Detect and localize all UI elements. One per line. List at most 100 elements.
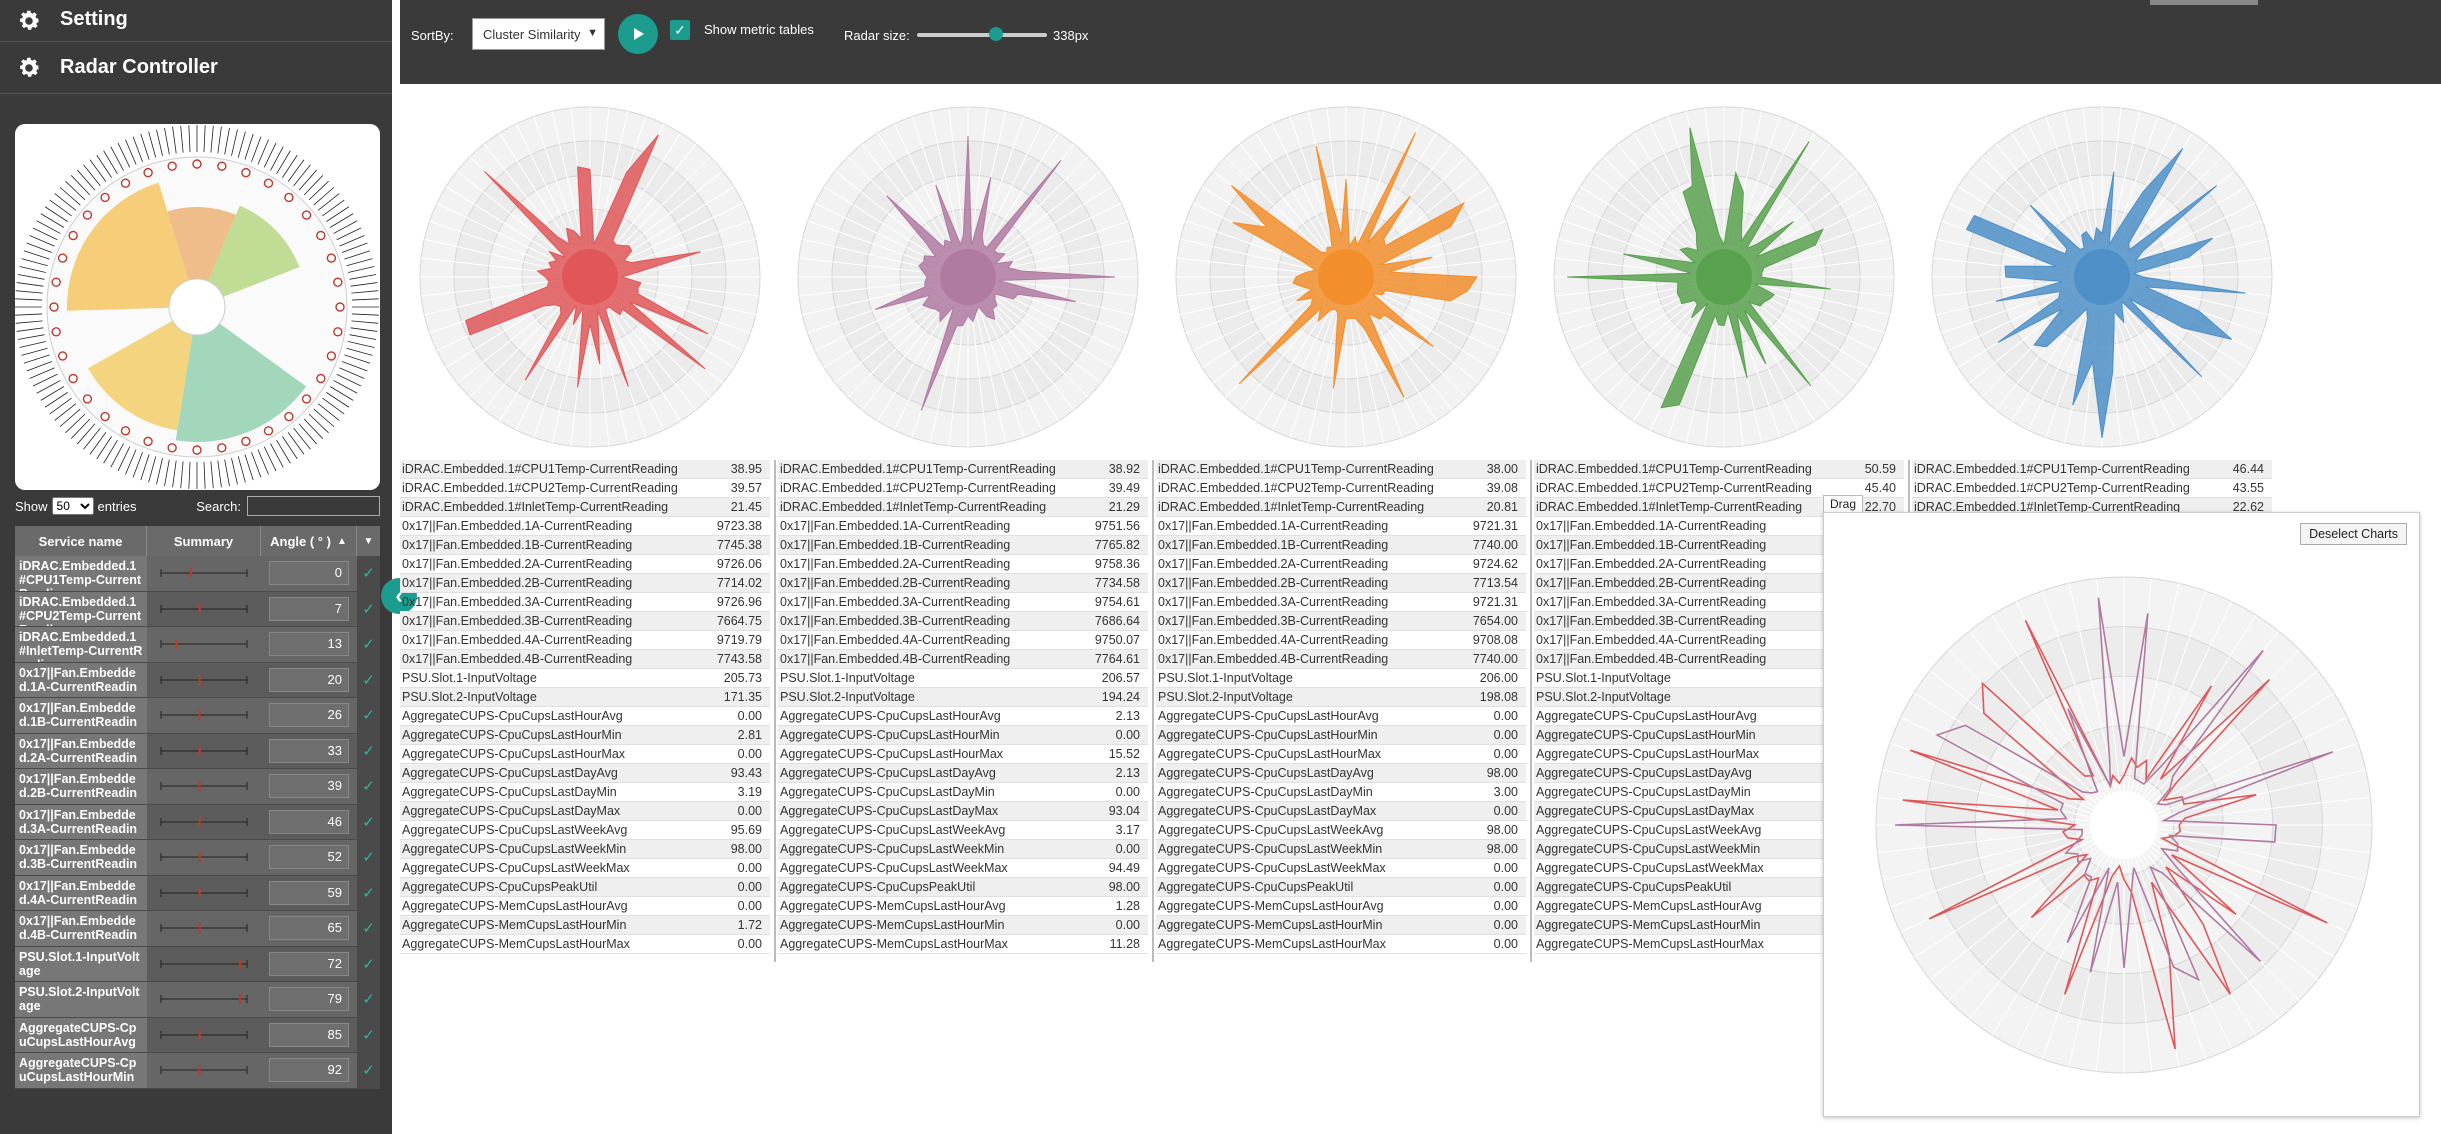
controller-handle[interactable]	[167, 443, 177, 453]
controller-handle[interactable]	[241, 436, 251, 447]
controller-handle[interactable]	[82, 210, 93, 220]
angle-input[interactable]: 52	[269, 845, 349, 870]
radar-size-slider-thumb[interactable]	[989, 27, 1004, 41]
service-name-header[interactable]: Service name	[15, 526, 147, 556]
service-row[interactable]: AggregateCUPS-CpuCupsLastHourMin 92 ✓	[15, 1053, 380, 1089]
cluster-radar[interactable]	[417, 104, 763, 450]
cluster-radar[interactable]	[1173, 104, 1519, 450]
controller-handle[interactable]	[82, 394, 93, 404]
cluster-radar[interactable]	[795, 104, 1141, 450]
deselect-charts-button[interactable]: Deselect Charts	[2300, 523, 2407, 545]
service-row[interactable]: 0x17||Fan.Embedded.2B-CurrentReading 39 …	[15, 769, 380, 805]
angle-input[interactable]: 39	[269, 774, 349, 799]
include-service-checkbox[interactable]: ✓	[357, 662, 380, 697]
angle-input[interactable]: 33	[269, 738, 349, 763]
include-service-checkbox[interactable]: ✓	[357, 946, 380, 981]
controller-handle[interactable]	[263, 178, 274, 188]
include-service-checkbox[interactable]: ✓	[357, 1053, 380, 1088]
cluster-radar-svg[interactable]	[417, 104, 763, 450]
include-service-checkbox[interactable]: ✓	[357, 591, 380, 626]
summary-header[interactable]: Summary	[147, 526, 261, 556]
controller-handle[interactable]	[100, 411, 110, 422]
angle-input[interactable]: 79	[269, 987, 349, 1012]
controller-handle[interactable]	[263, 426, 274, 436]
angle-input[interactable]: 65	[269, 916, 349, 941]
radar-controller-section[interactable]: Radar Controller	[0, 42, 392, 94]
controller-handle[interactable]	[241, 167, 251, 178]
angle-input[interactable]: 26	[269, 703, 349, 728]
service-row[interactable]: 0x17||Fan.Embedded.4B-CurrentReading 65 …	[15, 911, 380, 947]
include-service-checkbox[interactable]: ✓	[357, 875, 380, 910]
angle-input[interactable]: 85	[269, 1022, 349, 1047]
controller-handle[interactable]	[143, 167, 153, 178]
show-metric-tables-checkbox[interactable]: ✓	[670, 20, 690, 40]
cluster-radar-svg[interactable]	[1173, 104, 1519, 450]
controller-handle[interactable]	[120, 426, 131, 436]
controller-handle[interactable]	[335, 302, 345, 312]
sort-select[interactable]: Cluster Similarity ▼	[472, 18, 605, 50]
cluster-radar[interactable]	[1551, 104, 1897, 450]
controller-handle[interactable]	[68, 373, 78, 384]
angle-input[interactable]: 13	[269, 632, 349, 657]
service-row[interactable]: 0x17||Fan.Embedded.2A-CurrentReading 33 …	[15, 733, 380, 769]
controller-handle[interactable]	[284, 411, 294, 422]
toolbar-tab[interactable]	[2150, 0, 2258, 5]
angle-header[interactable]: Angle ( ° ) ▲	[261, 526, 357, 556]
service-row[interactable]: PSU.Slot.1-InputVoltage 72 ✓	[15, 946, 380, 982]
cluster-radar-svg[interactable]	[795, 104, 1141, 450]
cluster-radar-svg[interactable]	[1551, 104, 1897, 450]
radar-size-slider[interactable]	[917, 27, 1047, 41]
service-row[interactable]: 0x17||Fan.Embedded.3B-CurrentReading 52 …	[15, 840, 380, 876]
controller-handle[interactable]	[333, 277, 343, 287]
cluster-radar-svg[interactable]	[1929, 104, 2275, 450]
service-row[interactable]: 0x17||Fan.Embedded.1B-CurrentReading 26 …	[15, 698, 380, 734]
controller-handle[interactable]	[217, 443, 227, 453]
include-service-checkbox[interactable]: ✓	[357, 1017, 380, 1052]
controller-handle[interactable]	[57, 351, 68, 361]
controller-handle[interactable]	[49, 302, 59, 312]
controller-handle[interactable]	[316, 230, 326, 241]
controller-handle[interactable]	[120, 178, 131, 188]
controller-handle[interactable]	[51, 277, 61, 287]
controller-handle[interactable]	[326, 253, 337, 263]
include-service-checkbox[interactable]: ✓	[357, 698, 380, 733]
controller-handle[interactable]	[301, 210, 312, 220]
controller-handle[interactable]	[143, 436, 153, 447]
include-service-checkbox[interactable]: ✓	[357, 840, 380, 875]
angle-input[interactable]: 72	[269, 951, 349, 976]
page-size-select[interactable]: 50	[51, 497, 94, 515]
radar-controller-chart[interactable]	[15, 124, 380, 490]
cluster-radar[interactable]	[1929, 104, 2275, 450]
radar-controller-svg[interactable]	[15, 124, 380, 490]
include-service-checkbox[interactable]: ✓	[357, 982, 380, 1017]
include-service-checkbox[interactable]: ✓	[357, 556, 380, 591]
controller-handle[interactable]	[326, 351, 337, 361]
controller-handle[interactable]	[301, 394, 312, 404]
service-row[interactable]: 0x17||Fan.Embedded.3A-CurrentReading 46 …	[15, 804, 380, 840]
angle-input[interactable]: 59	[269, 880, 349, 905]
service-row[interactable]: 0x17||Fan.Embedded.4A-CurrentReading 59 …	[15, 875, 380, 911]
controller-handle[interactable]	[68, 230, 78, 241]
service-row[interactable]: iDRAC.Embedded.1#CPU2Temp-CurrentReading…	[15, 591, 380, 627]
compare-radar-chart[interactable]	[1874, 565, 2374, 1085]
controller-handle[interactable]	[316, 373, 326, 384]
angle-input[interactable]: 7	[269, 596, 349, 621]
service-row[interactable]: 0x17||Fan.Embedded.1A-CurrentReading 20 …	[15, 662, 380, 698]
controller-handle[interactable]	[57, 253, 68, 263]
angle-input[interactable]: 46	[269, 809, 349, 834]
controller-handle[interactable]	[284, 192, 294, 203]
controller-handle[interactable]	[192, 445, 202, 455]
controller-handle[interactable]	[333, 327, 343, 337]
controller-handle[interactable]	[167, 161, 177, 171]
include-service-checkbox[interactable]: ✓	[357, 769, 380, 804]
search-input[interactable]	[247, 496, 380, 516]
setting-section[interactable]: Setting	[0, 0, 392, 42]
service-row[interactable]: PSU.Slot.2-InputVoltage 79 ✓	[15, 982, 380, 1018]
angle-input[interactable]: 0	[269, 561, 349, 586]
include-service-checkbox[interactable]: ✓	[357, 627, 380, 662]
play-button[interactable]	[618, 14, 658, 54]
include-service-checkbox[interactable]: ✓	[357, 733, 380, 768]
controller-handle[interactable]	[217, 161, 227, 171]
include-service-checkbox[interactable]: ✓	[357, 804, 380, 839]
controller-handle[interactable]	[100, 192, 110, 203]
